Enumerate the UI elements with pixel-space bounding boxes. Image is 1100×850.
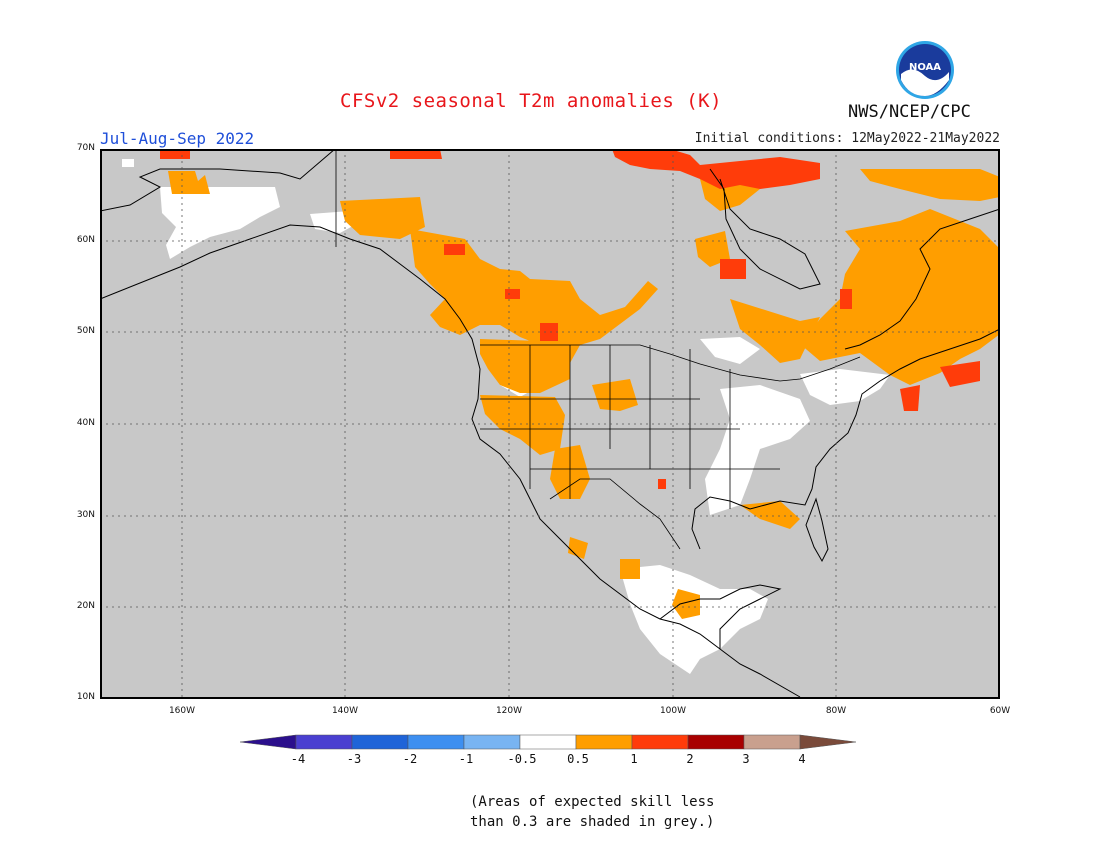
anomaly-map xyxy=(100,149,1000,699)
lat-label: 20N xyxy=(76,601,95,611)
lon-label: 140W xyxy=(331,706,359,716)
coastlines xyxy=(100,149,1000,698)
warm-anomaly-areas xyxy=(168,169,1000,619)
legend-bin xyxy=(631,734,689,750)
legend-tick-label: 1 xyxy=(630,752,638,766)
season-label: Jul-Aug-Sep 2022 xyxy=(100,129,255,148)
political-borders xyxy=(335,149,861,550)
lat-label: 30N xyxy=(76,510,95,520)
agency-label: NWS/NCEP/CPC xyxy=(848,102,971,122)
legend-tick-label: 4 xyxy=(798,752,806,766)
color-legend xyxy=(240,734,857,750)
lon-label: 60W xyxy=(989,706,1011,716)
legend-bin xyxy=(687,734,745,750)
legend-tick-label: 0.5 xyxy=(567,752,589,766)
legend-tick-label: -1 xyxy=(458,752,474,766)
lat-label: 40N xyxy=(76,418,95,428)
lat-label: 10N xyxy=(76,692,95,702)
legend-bins xyxy=(240,734,857,750)
map-title: CFSv2 seasonal T2m anomalies (K) xyxy=(340,90,723,112)
skill-note: (Areas of expected skill less than 0.3 a… xyxy=(470,792,730,832)
lon-label: 160W xyxy=(168,706,196,716)
legend-bin xyxy=(519,734,577,750)
legend-bin xyxy=(295,734,353,750)
map-frame xyxy=(100,149,1000,699)
legend-tick-label: -0.5 xyxy=(507,752,537,766)
lon-label: 80W xyxy=(825,706,847,716)
legend-tick-label: -4 xyxy=(290,752,306,766)
legend-tick-label: 2 xyxy=(686,752,694,766)
legend-bin xyxy=(351,734,409,750)
legend-bin xyxy=(743,734,801,750)
strong-warm-anomaly-areas xyxy=(160,149,980,489)
legend-bin xyxy=(575,734,633,750)
lat-label: 50N xyxy=(76,326,95,336)
graticule xyxy=(100,149,1000,699)
legend-tick-label: 3 xyxy=(742,752,750,766)
lon-label: 100W xyxy=(659,706,687,716)
lon-label: 120W xyxy=(495,706,523,716)
noaa-logo: NOAA xyxy=(896,41,954,99)
legend-bin xyxy=(240,734,297,750)
initial-conditions-label: Initial conditions: 12May2022-21May2022 xyxy=(694,131,1000,146)
legend-bin xyxy=(463,734,521,750)
skill-note-line-1: (Areas of expected skill less xyxy=(470,794,715,810)
legend-tick-label: -2 xyxy=(402,752,418,766)
logo-text: NOAA xyxy=(909,62,941,73)
legend-tick-label: -3 xyxy=(346,752,362,766)
legend-bin xyxy=(407,734,465,750)
skill-note-line-2: than 0.3 are shaded in grey.) xyxy=(470,814,715,830)
lat-label: 70N xyxy=(76,143,95,153)
legend-bin xyxy=(799,734,857,750)
lat-label: 60N xyxy=(76,235,95,245)
